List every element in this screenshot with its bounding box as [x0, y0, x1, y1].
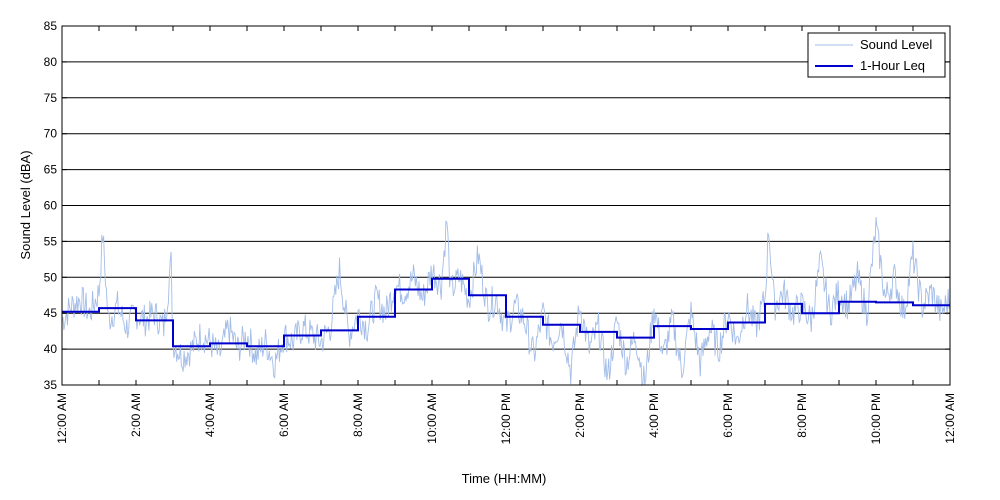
- legend-label-leq: 1-Hour Leq: [860, 58, 925, 73]
- y-tick-label: 85: [44, 19, 58, 33]
- x-tick-label: 12:00 AM: [55, 393, 69, 444]
- y-tick-label: 45: [44, 306, 58, 320]
- y-axis-ticks: 35 40 45 50 55 60 65 70 75 80 85: [44, 19, 950, 392]
- y-tick-label: 70: [44, 127, 58, 141]
- x-tick-label: 2:00 PM: [573, 393, 587, 438]
- legend: Sound Level 1-Hour Leq: [807, 32, 946, 78]
- x-axis-ticks: 12:00 AM 2:00 AM 4:00 AM 6:00 AM 8:00 AM 10:0…: [55, 26, 957, 444]
- y-tick-label: 40: [44, 342, 58, 356]
- x-tick-label: 4:00 PM: [647, 393, 661, 438]
- y-tick-label: 65: [44, 163, 58, 177]
- y-tick-label: 80: [44, 55, 58, 69]
- legend-box: [807, 32, 946, 78]
- x-tick-label: 10:00 AM: [425, 393, 439, 444]
- leq-series: [62, 277, 950, 348]
- y-tick-label: 75: [44, 91, 58, 105]
- x-tick-label: 6:00 AM: [277, 393, 291, 437]
- y-tick-label: 50: [44, 270, 58, 284]
- y-tick-label: 55: [44, 234, 58, 248]
- x-tick-label: 8:00 PM: [795, 393, 809, 438]
- y-axis-label: Sound Level (dBA): [18, 150, 33, 259]
- x-tick-label: 4:00 AM: [203, 393, 217, 437]
- x-tick-label: 12:00 PM: [499, 393, 513, 444]
- x-tick-label: 12:00 AM: [943, 393, 957, 444]
- x-axis-label: Time (HH:MM): [462, 471, 547, 486]
- x-tick-label: 2:00 AM: [129, 393, 143, 437]
- y-tick-label: 60: [44, 199, 58, 213]
- x-tick-label: 6:00 PM: [721, 393, 735, 438]
- x-tick-label: 8:00 AM: [351, 393, 365, 437]
- x-tick-label: 10:00 PM: [869, 393, 883, 444]
- leq-step-line: [62, 277, 950, 348]
- y-tick-label: 35: [44, 378, 58, 392]
- legend-label-sound-level: Sound Level: [860, 37, 932, 52]
